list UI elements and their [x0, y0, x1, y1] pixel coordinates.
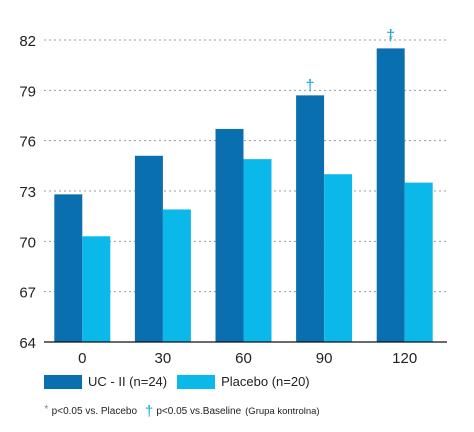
legend-label-uc-ii: UC - II (n=24) [88, 374, 168, 389]
x-tick-label: 90 [316, 350, 333, 367]
y-tick-label: 64 [19, 335, 36, 352]
tick-labels: 64 67 70 73 76 79 82 0 30 60 90 120 [19, 33, 417, 367]
x-tick-label: 120 [392, 350, 417, 367]
legend-label-placebo: Placebo (n=20) [221, 374, 310, 389]
legend-item-placebo: Placebo (n=20) [177, 374, 310, 389]
control-group-note: (Grupa kontrolna) [245, 406, 320, 417]
bars [54, 48, 433, 343]
bar-placebo [82, 236, 111, 342]
dagger-footnote-text: p<0.05 vs.Baseline [156, 406, 242, 417]
x-tick-label: 0 [78, 350, 86, 367]
asterisk-marker: * [388, 32, 393, 46]
legend-item-uc-ii: UC - II (n=24) [44, 374, 167, 389]
significance-markers: †*† [306, 27, 396, 94]
asterisk-footnote-text: p<0.05 vs. Placebo [51, 406, 138, 417]
y-tick-label: 70 [19, 234, 36, 251]
x-tick-label: 60 [235, 350, 252, 367]
asterisk-symbol: * [44, 401, 49, 416]
x-tick-label: 30 [155, 350, 172, 367]
y-tick-label: 82 [19, 33, 36, 50]
bar-uc-ii [54, 194, 83, 342]
bar-uc-ii [296, 95, 325, 342]
legend-swatch-placebo [177, 374, 216, 389]
dagger-marker: † [306, 77, 315, 94]
legend: UC - II (n=24) Placebo (n=20) [44, 374, 320, 389]
dagger-marker: † [386, 27, 395, 44]
bar-uc-ii [215, 128, 244, 342]
y-tick-label: 76 [19, 134, 36, 151]
footnote: * p<0.05 vs. Placebo † p<0.05 vs.Baselin… [44, 401, 320, 421]
bar-placebo [162, 209, 191, 342]
bar-uc-ii [134, 155, 163, 342]
y-tick-label: 79 [19, 83, 36, 100]
bar-placebo [404, 182, 433, 342]
y-tick-label: 73 [19, 184, 36, 201]
y-tick-label: 67 [19, 285, 36, 302]
bar-uc-ii [376, 48, 405, 343]
bar-placebo [243, 159, 272, 342]
legend-swatch-uc-ii [44, 374, 82, 389]
bar-placebo [324, 174, 353, 342]
dagger-symbol: † [145, 403, 154, 420]
